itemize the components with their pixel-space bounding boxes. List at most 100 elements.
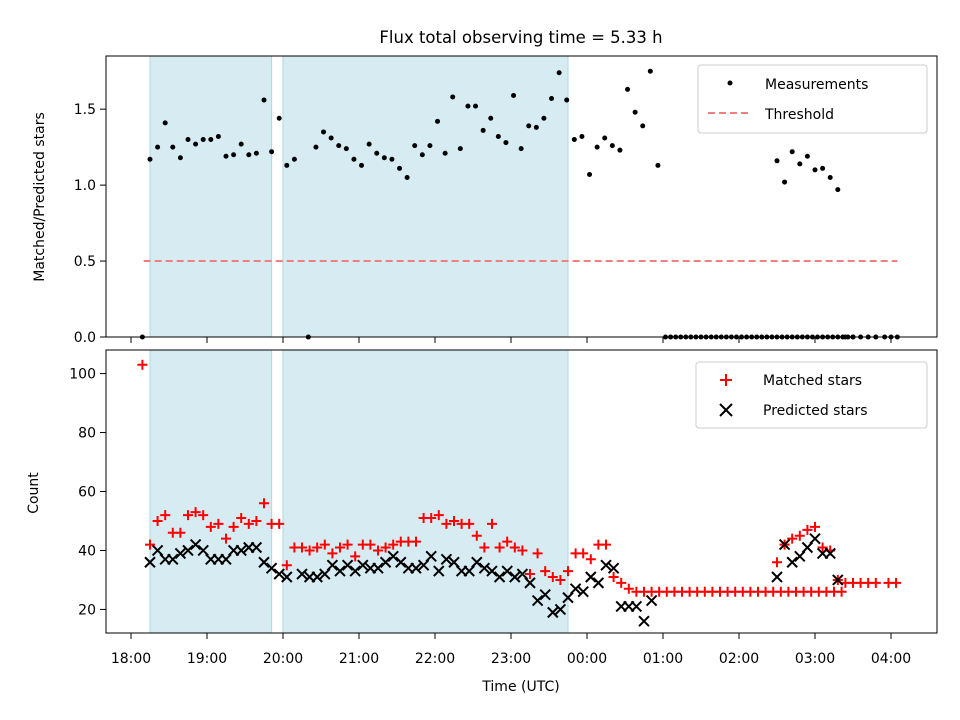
matched-star-point	[787, 533, 798, 544]
predicted-star-point	[600, 559, 612, 571]
measurement-point	[609, 143, 615, 149]
predicted-star-point	[771, 571, 783, 583]
predicted-star-point	[395, 556, 407, 568]
measurement-point	[804, 153, 810, 159]
matched-star-point	[772, 557, 782, 568]
matched-star-point	[502, 536, 513, 547]
predicted-star-point	[607, 562, 620, 574]
measurement-point	[231, 152, 237, 158]
predicted-star-point	[645, 594, 658, 607]
matched-star-point	[183, 510, 193, 521]
predicted-star-point	[189, 538, 202, 551]
threshold-legend-label: Threshold	[764, 107, 834, 123]
measurement-point	[579, 134, 585, 140]
measurement-point	[253, 150, 259, 156]
measurement-point	[587, 171, 593, 177]
matched-star-point	[547, 571, 558, 582]
x-tick-label: 19:00	[187, 651, 227, 667]
predicted-star-point	[809, 532, 821, 545]
matched-star-point	[243, 518, 254, 529]
measurement-point	[313, 144, 319, 150]
measurement-point	[556, 70, 562, 76]
predicted-star-point	[569, 583, 582, 595]
matched-star-point	[525, 569, 535, 580]
matched-star-point	[213, 518, 224, 529]
predicted-star-point	[387, 550, 399, 563]
measurement-point	[640, 123, 646, 129]
bottom-observing-intervals	[149, 349, 569, 634]
predicted-star-point	[524, 577, 536, 589]
matched-star-point	[494, 542, 505, 553]
bottom-legend-box	[695, 361, 928, 429]
measurement-point	[381, 155, 387, 161]
predicted-star-point	[334, 565, 346, 577]
measurement-point	[412, 143, 418, 149]
x-tick-label: 00:00	[567, 651, 607, 667]
predicted-star-point	[440, 553, 453, 566]
measurement-point	[321, 129, 327, 135]
measurement-point	[366, 141, 372, 147]
matched-star-point	[236, 513, 247, 524]
matched-star-point	[388, 539, 399, 550]
measurement-point	[193, 141, 199, 147]
matched-star-point	[350, 551, 361, 562]
matched-star-point	[517, 545, 528, 556]
measurement-point	[208, 137, 214, 143]
predicted-star-point	[410, 562, 422, 574]
measurement-point	[571, 137, 577, 143]
predicted-star-point	[174, 547, 187, 560]
top-legend-box	[697, 64, 928, 134]
predicted-star-point	[577, 586, 589, 598]
measurement-point	[177, 155, 183, 161]
measurement-point	[246, 152, 252, 158]
matched-star-point	[259, 498, 269, 509]
x-tick-label: 02:00	[719, 651, 759, 667]
measurement-point	[351, 156, 357, 162]
predicted-star-point	[638, 615, 650, 627]
top-y-tick-label: 1.5	[74, 102, 96, 118]
measurement-point	[162, 120, 168, 126]
matched-star-point	[471, 530, 482, 541]
matched-star-point	[319, 539, 330, 550]
x-tick-label: 04:00	[871, 651, 911, 667]
matched-star-point	[137, 359, 148, 370]
matched-star-point	[601, 539, 611, 550]
bottom-plot-marks	[137, 359, 902, 627]
measurement-point	[518, 146, 524, 152]
measurement-point	[343, 146, 349, 152]
matched-star-point	[373, 545, 383, 556]
measurement-point	[435, 118, 441, 124]
measurements-legend-label: Measurements	[765, 77, 868, 93]
matched-legend-marker	[720, 374, 732, 386]
predicted-star-point	[379, 556, 392, 568]
predicted-star-point	[258, 556, 270, 568]
predicted-star-point	[531, 594, 544, 607]
measurement-point	[359, 162, 365, 168]
bottom-x-ticks: 18:00 19:00 20:00 21:00 22:00 23:00 00:00 01:00…	[111, 633, 911, 667]
measurement-point	[835, 187, 841, 193]
measurements-legend-marker	[727, 80, 733, 86]
measurement-point	[655, 162, 661, 168]
x-tick-label: 22:00	[415, 651, 455, 667]
predicted-star-point	[372, 562, 384, 574]
predicted-star-point	[493, 571, 506, 583]
predicted-star-point	[786, 556, 798, 568]
matched-star-point	[870, 577, 881, 588]
bottom-y-ticks: 20 40 60 80 100	[69, 367, 106, 618]
predicted-star-point	[832, 574, 844, 586]
measurement-point	[276, 115, 282, 121]
matched-star-point	[228, 521, 239, 532]
predicted-star-point	[471, 556, 483, 568]
matched-star-point	[563, 566, 573, 577]
measurement-point	[797, 161, 803, 167]
top-observing-intervals	[149, 55, 569, 338]
measurement-point	[495, 134, 501, 140]
matched-star-point	[810, 521, 820, 532]
matched-star-point	[540, 566, 551, 577]
matched-star-point	[304, 545, 315, 556]
x-tick-label: 21:00	[339, 651, 379, 667]
measurement-point	[291, 156, 297, 162]
measurement-point	[155, 144, 161, 150]
measurement-point	[789, 149, 795, 155]
